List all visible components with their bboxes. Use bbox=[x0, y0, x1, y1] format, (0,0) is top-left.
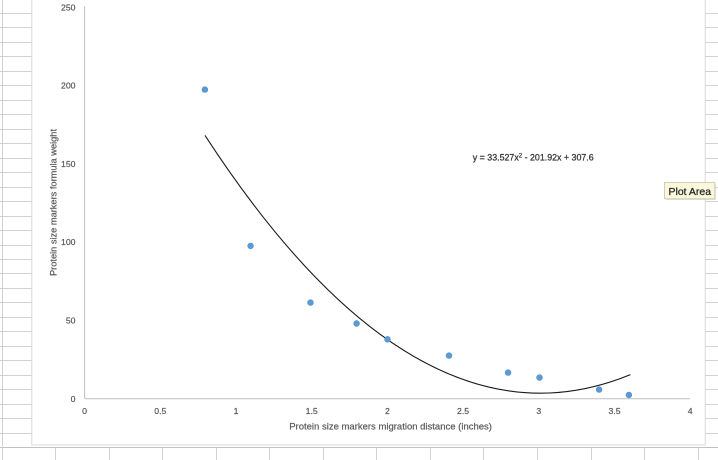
svg-text:Protein size markers formula w: Protein size markers formula weight bbox=[48, 129, 58, 276]
svg-text:250: 250 bbox=[61, 2, 76, 12]
svg-text:0: 0 bbox=[71, 394, 76, 404]
svg-text:0.5: 0.5 bbox=[154, 406, 166, 416]
svg-text:1: 1 bbox=[234, 406, 239, 416]
svg-text:Plot Area: Plot Area bbox=[669, 186, 712, 198]
svg-text:50: 50 bbox=[66, 316, 76, 326]
svg-text:Protein size markers migration: Protein size markers migration distance … bbox=[289, 421, 492, 432]
svg-text:3.5: 3.5 bbox=[608, 406, 620, 416]
svg-text:1.5: 1.5 bbox=[306, 406, 318, 416]
svg-text:200: 200 bbox=[61, 81, 76, 91]
svg-text:y = 33.527x2 - 201.92x + 307.6: y = 33.527x2 - 201.92x + 307.6 bbox=[473, 153, 594, 163]
svg-text:4: 4 bbox=[688, 406, 693, 416]
svg-text:0: 0 bbox=[82, 406, 87, 416]
svg-text:150: 150 bbox=[61, 159, 76, 169]
svg-text:3: 3 bbox=[536, 406, 541, 416]
svg-text:100: 100 bbox=[61, 237, 76, 247]
svg-text:2: 2 bbox=[385, 406, 390, 416]
svg-text:2.5: 2.5 bbox=[457, 406, 469, 416]
